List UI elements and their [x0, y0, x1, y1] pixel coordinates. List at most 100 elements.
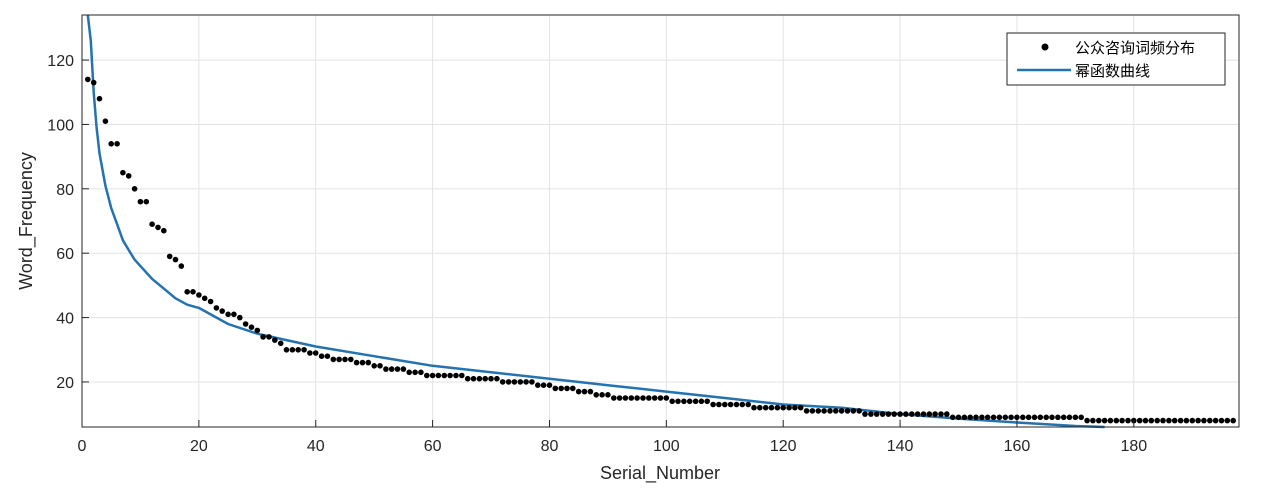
scatter-point	[1014, 414, 1020, 421]
scatter-point	[85, 76, 91, 83]
scatter-point	[681, 398, 687, 405]
scatter-point	[634, 395, 640, 401]
scatter-point	[295, 347, 302, 353]
scatter-point	[213, 305, 220, 311]
scatter-point	[1154, 417, 1160, 424]
legend-label-line: 幂函数曲线	[1075, 62, 1150, 80]
scatter-point	[254, 327, 261, 334]
scatter-point	[1025, 414, 1032, 421]
scatter-point	[868, 411, 874, 417]
scatter-point	[470, 375, 477, 382]
scatter-point	[1072, 414, 1079, 421]
scatter-point	[821, 408, 827, 414]
scatter-point	[523, 379, 529, 385]
scatter-point	[196, 292, 202, 298]
scatter-point	[862, 411, 868, 417]
scatter-point	[827, 408, 833, 414]
scatter-point	[809, 408, 816, 414]
scatter-point	[1096, 417, 1102, 424]
y-tick-label: 20	[56, 375, 74, 392]
scatter-point	[371, 363, 378, 369]
series-line-power-curve	[86, 14, 1105, 429]
legend-box	[1006, 32, 1226, 86]
scatter-point	[96, 95, 103, 102]
scatter-point	[494, 375, 500, 382]
x-tick-label: 160	[1004, 438, 1031, 455]
scatter-point	[990, 414, 997, 421]
points-layer	[85, 76, 1236, 424]
scatter-point	[593, 392, 599, 398]
scatter-point	[891, 411, 897, 417]
scatter-point	[535, 382, 541, 389]
scatter-point	[879, 411, 886, 417]
x-tick-label: 140	[887, 438, 914, 455]
plot-frame	[81, 14, 1240, 428]
scatter-point	[424, 372, 430, 379]
scatter-point	[768, 404, 775, 411]
scatter-point	[131, 186, 138, 192]
y-tick-label: 60	[56, 246, 74, 263]
scatter-point	[429, 372, 436, 379]
scatter-point	[499, 379, 506, 385]
scatter-point	[307, 350, 313, 356]
scatter-point	[1201, 417, 1207, 424]
scatter-point	[611, 395, 617, 401]
x-axis-label: Serial_Number	[600, 463, 720, 484]
scatter-point	[1055, 414, 1061, 421]
scatter-point	[102, 118, 109, 124]
scatter-point	[318, 353, 325, 360]
scatter-point	[704, 398, 710, 405]
scatter-point	[459, 372, 465, 379]
scatter-point	[710, 401, 716, 408]
scatter-point	[903, 411, 909, 417]
scatter-point	[120, 169, 126, 176]
scatter-point	[616, 395, 623, 401]
scatter-point	[90, 79, 97, 86]
scatter-point	[137, 198, 144, 205]
scatter-point	[920, 411, 927, 417]
scatter-point	[1230, 417, 1236, 424]
scatter-point	[312, 350, 319, 356]
scatter-point	[722, 401, 728, 408]
scatter-point	[225, 311, 231, 318]
scatter-point	[552, 385, 559, 392]
scatter-point	[453, 372, 459, 379]
scatter-point	[979, 414, 985, 421]
scatter-point	[1207, 417, 1213, 424]
scatter-point	[669, 398, 675, 405]
y-tick-label: 40	[56, 311, 74, 328]
scatter-point	[237, 314, 243, 321]
scatter-point	[838, 408, 845, 414]
scatter-point	[739, 401, 746, 408]
scatter-point	[581, 388, 588, 395]
scatter-point	[885, 411, 892, 417]
scatter-point	[348, 356, 354, 363]
scatter-point	[1090, 417, 1096, 424]
scatter-point	[418, 369, 424, 376]
scatter-point	[686, 398, 693, 405]
scatter-point	[622, 395, 629, 401]
scatter-point	[394, 366, 401, 372]
scatter-point	[260, 334, 266, 340]
scatter-point	[1031, 414, 1038, 421]
scatter-point	[792, 404, 798, 411]
scatter-point	[277, 340, 284, 347]
scatter-point	[1177, 417, 1184, 424]
scatter-point	[1171, 417, 1178, 424]
ticks-layer: 0 20 40 60 80 100 120 140 160 180 20 40 60 80 100 120	[47, 53, 1147, 455]
scatter-point	[353, 359, 360, 366]
scatter-point	[1066, 414, 1073, 421]
x-tick-label: 40	[307, 438, 325, 455]
scatter-point	[967, 414, 973, 421]
scatter-point	[242, 321, 249, 327]
scatter-point	[435, 372, 442, 379]
scatter-point	[283, 347, 290, 353]
scatter-point	[757, 404, 763, 411]
scatter-point	[1008, 414, 1014, 421]
scatter-point	[856, 408, 862, 414]
scatter-point	[955, 414, 962, 421]
scatter-point	[1160, 417, 1166, 424]
scatter-point	[833, 408, 839, 414]
scatter-point	[1020, 414, 1026, 421]
